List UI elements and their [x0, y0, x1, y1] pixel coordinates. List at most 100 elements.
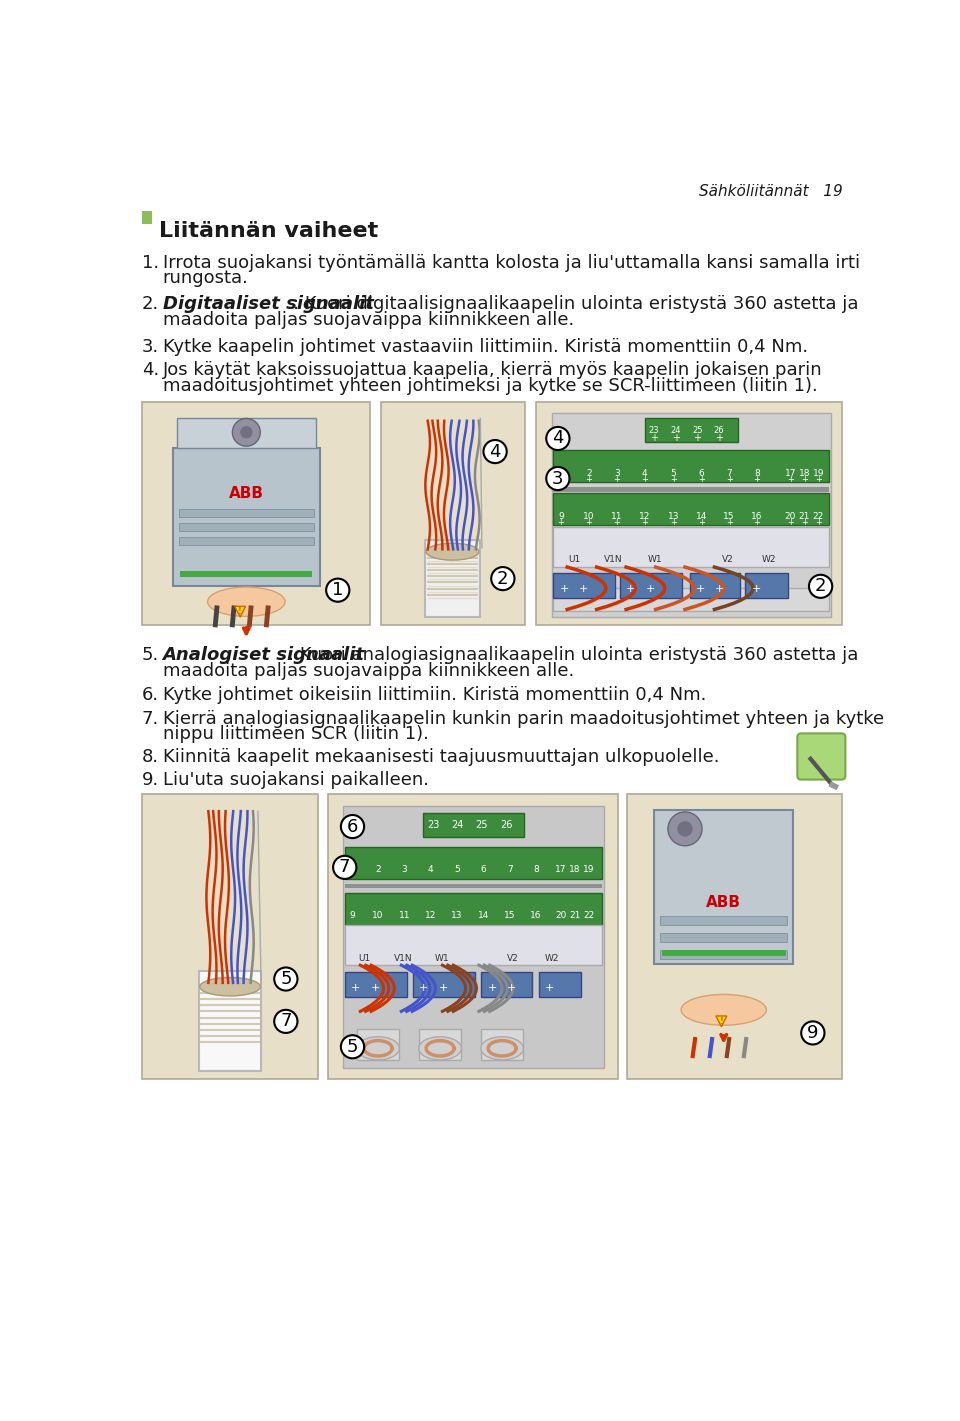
Polygon shape [716, 1016, 727, 1027]
Text: 3: 3 [401, 865, 407, 874]
Circle shape [546, 468, 569, 490]
Text: 16: 16 [531, 911, 542, 921]
Bar [142, 210, 152, 225]
Ellipse shape [357, 1037, 399, 1060]
Text: Liitännän vaiheet: Liitännän vaiheet [158, 222, 378, 242]
Text: 4: 4 [642, 469, 647, 477]
Text: Jos käytät kaksoissuojattua kaapelia, kierrä myös kaapelin jokaisen parin: Jos käytät kaksoissuojattua kaapelia, ki… [162, 361, 823, 379]
Text: !: ! [238, 607, 242, 617]
Text: 14: 14 [478, 911, 490, 921]
Circle shape [341, 1036, 364, 1059]
Text: 1.: 1. [142, 254, 158, 271]
Text: Liu'uta suojakansi paikalleen.: Liu'uta suojakansi paikalleen. [162, 772, 428, 789]
Text: maadoita paljas suojavaippa kiinnikkeen alle.: maadoita paljas suojavaippa kiinnikkeen … [162, 311, 574, 328]
Text: 13: 13 [451, 911, 463, 921]
Text: 24: 24 [670, 425, 681, 435]
Bar [689, 573, 740, 598]
Text: nippu liittimeen SCR (liitin 1).: nippu liittimeen SCR (liitin 1). [162, 725, 428, 743]
Text: 5: 5 [347, 1037, 358, 1056]
Text: +: + [560, 584, 568, 594]
Text: 6: 6 [347, 817, 358, 836]
Text: V1N: V1N [394, 953, 413, 963]
Text: +: + [641, 475, 648, 483]
Text: Kytke kaapelin johtimet vastaaviin liittimiin. Kiristä momenttiin 0,4 Nm.: Kytke kaapelin johtimet vastaaviin liitt… [162, 338, 807, 357]
Bar [553, 487, 829, 492]
Polygon shape [234, 607, 246, 617]
Text: +: + [715, 584, 725, 594]
Circle shape [802, 1022, 825, 1044]
Circle shape [677, 821, 693, 837]
Text: Kytke johtimet oikeisiin liittimiin. Kiristä momenttiin 0,4 Nm.: Kytke johtimet oikeisiin liittimiin. Kir… [162, 686, 706, 705]
Text: +: + [586, 517, 592, 527]
Bar [345, 972, 407, 996]
Text: +: + [726, 517, 732, 527]
Circle shape [341, 816, 364, 838]
Bar [423, 813, 524, 837]
Bar [537, 402, 842, 625]
Bar [552, 414, 830, 617]
Bar [553, 493, 829, 526]
Text: W1: W1 [648, 554, 662, 564]
Ellipse shape [481, 1037, 523, 1060]
Text: +: + [787, 517, 794, 527]
Bar [553, 450, 829, 482]
Text: 15: 15 [504, 911, 516, 921]
Text: +: + [645, 584, 655, 594]
Text: 2: 2 [497, 570, 509, 588]
Text: +: + [693, 433, 702, 443]
Text: +: + [579, 584, 588, 594]
Text: +: + [558, 475, 564, 483]
Text: 2: 2 [586, 469, 591, 477]
Bar [660, 949, 787, 959]
Bar [553, 527, 829, 567]
Text: 2: 2 [815, 577, 827, 595]
Text: Kierrä analogiasignaalikaapelin kunkin parin maadoitusjohtimet yhteen ja kytke: Kierrä analogiasignaalikaapelin kunkin p… [162, 709, 884, 728]
Text: 8: 8 [755, 469, 760, 477]
Text: 3: 3 [552, 469, 564, 487]
Bar [179, 537, 314, 544]
Text: !: ! [719, 1017, 723, 1026]
Bar [660, 917, 787, 925]
Text: 9: 9 [807, 1025, 819, 1042]
Bar [357, 1029, 399, 1060]
Bar [539, 972, 581, 996]
Text: +: + [801, 517, 807, 527]
Text: 22: 22 [584, 911, 594, 921]
FancyBboxPatch shape [654, 810, 794, 963]
Text: +: + [715, 433, 723, 443]
Text: +: + [752, 584, 761, 594]
Text: 23: 23 [649, 425, 660, 435]
Text: 19: 19 [812, 469, 824, 477]
Ellipse shape [681, 995, 766, 1025]
Text: ABB: ABB [707, 895, 741, 909]
Text: +: + [754, 475, 760, 483]
Text: 3: 3 [613, 469, 619, 477]
Circle shape [484, 441, 507, 463]
Circle shape [240, 426, 252, 439]
Text: 15: 15 [724, 512, 735, 520]
Text: 7: 7 [280, 1012, 292, 1030]
Text: 5: 5 [670, 469, 676, 477]
Bar [142, 402, 371, 625]
Text: +: + [801, 475, 807, 483]
Text: 17: 17 [784, 469, 796, 477]
Text: Kiinnitä kaapelit mekaanisesti taajuusmuuttajan ulkopuolelle.: Kiinnitä kaapelit mekaanisesti taajuusmu… [162, 747, 719, 766]
Text: 11: 11 [611, 512, 622, 520]
Text: 14: 14 [696, 512, 707, 520]
Bar [481, 1029, 523, 1060]
Text: 9: 9 [558, 512, 564, 520]
Text: 20: 20 [784, 512, 796, 520]
Text: 1: 1 [349, 865, 355, 874]
Ellipse shape [207, 587, 285, 617]
Text: +: + [507, 983, 516, 993]
Ellipse shape [426, 543, 479, 560]
Text: 10: 10 [583, 512, 594, 520]
FancyBboxPatch shape [177, 418, 316, 448]
Text: 12: 12 [639, 512, 650, 520]
Circle shape [546, 426, 569, 450]
Text: : Kuori analogiasignaalikaapelin ulointa eristystä 360 astetta ja: : Kuori analogiasignaalikaapelin ulointa… [288, 647, 858, 665]
Bar [180, 571, 312, 577]
Bar [553, 573, 615, 598]
Text: rungosta.: rungosta. [162, 269, 249, 287]
Text: 2.: 2. [142, 296, 159, 313]
